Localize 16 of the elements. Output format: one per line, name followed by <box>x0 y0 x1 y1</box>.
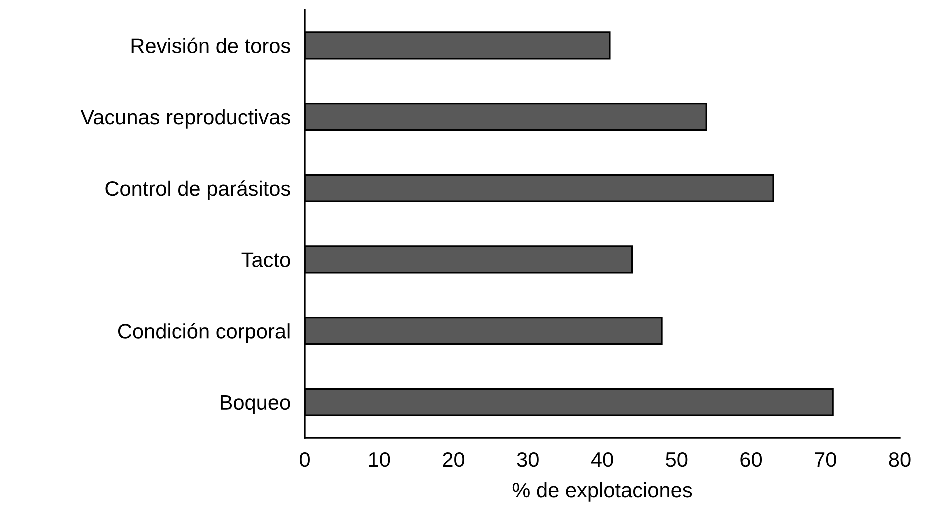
y-tick-label: Control de parásitos <box>106 180 290 200</box>
x-tick-label: 10 <box>369 452 390 468</box>
x-axis-title: % de explotaciones <box>512 482 692 502</box>
x-tick-label: 70 <box>815 452 836 468</box>
x-tick-label: 30 <box>517 452 539 468</box>
x-tick-label: 50 <box>666 452 688 468</box>
y-tick-label: Boqueo <box>220 396 290 414</box>
y-tick-label: Vacunas reproductivas <box>80 109 290 129</box>
x-tick-label: 60 <box>740 452 762 468</box>
x-tick-label: 0 <box>300 452 310 468</box>
x-tick-label: 80 <box>889 452 911 468</box>
x-tick-label: 40 <box>591 452 614 468</box>
y-tick-label: Tacto <box>242 252 290 268</box>
x-tick-label: 20 <box>443 452 465 468</box>
y-tick-label: Condición corporal <box>118 323 290 343</box>
y-tick-label: Revisión de toros <box>132 38 290 54</box>
